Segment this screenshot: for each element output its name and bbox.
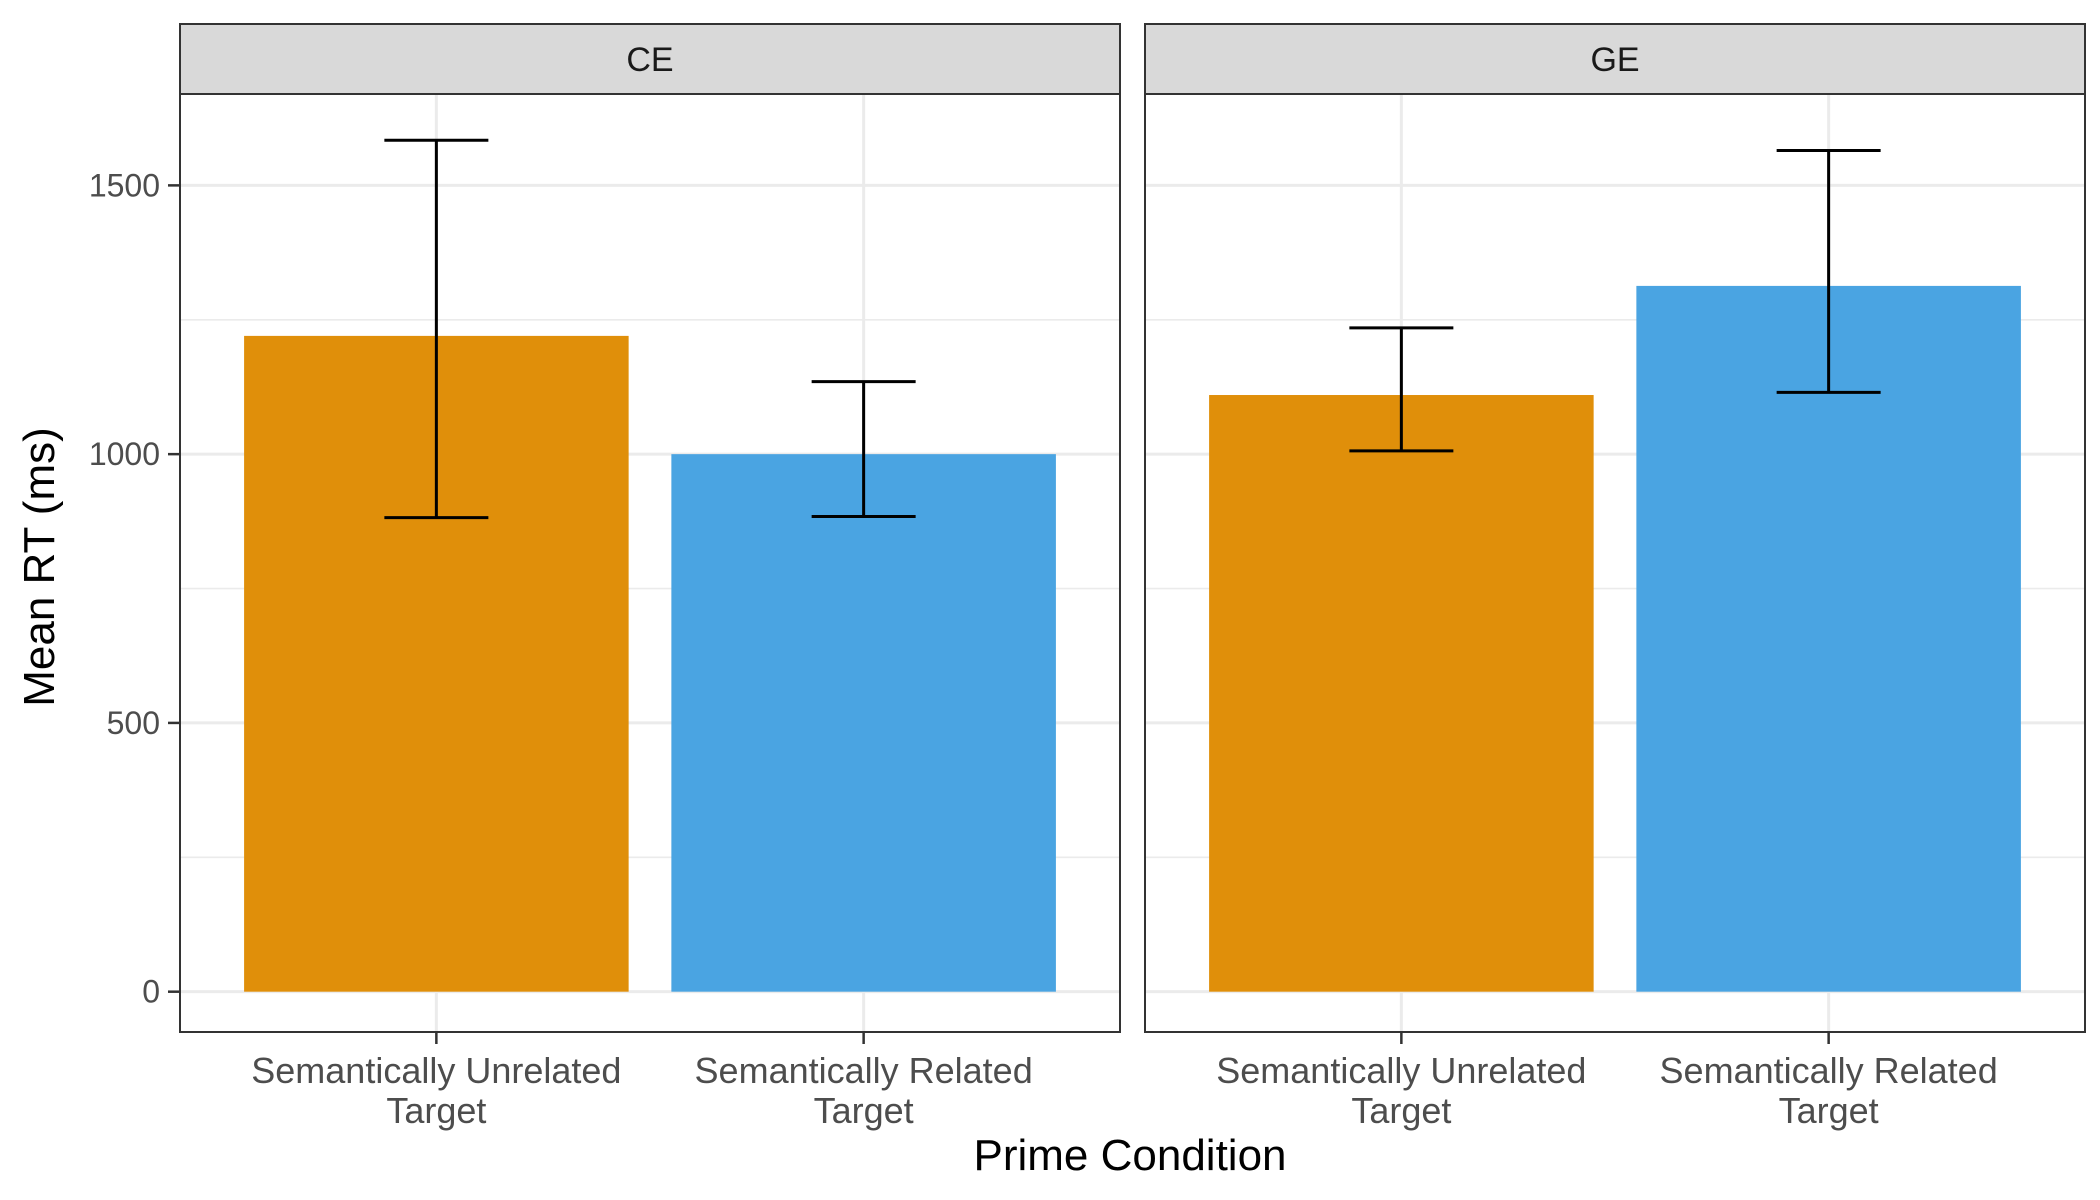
x-tick-label-line: Target: [1779, 1090, 1879, 1131]
x-tick-label: Semantically Unrelated Target: [251, 1050, 621, 1131]
bar: [671, 454, 1056, 992]
bar: [1636, 285, 2021, 992]
x-tick-label-line: Target: [386, 1090, 486, 1131]
x-axis-title: Prime Condition: [973, 1131, 1286, 1180]
x-tick-label-line: Semantically Unrelated: [1216, 1050, 1586, 1091]
x-tick-label-line: Target: [814, 1090, 914, 1131]
x-tick-label-line: Semantically Related: [695, 1050, 1033, 1091]
x-tick-label-line: Semantically Related: [1660, 1050, 1998, 1091]
y-axis-title: Mean RT (ms): [15, 427, 64, 707]
x-tick-label: Semantically Related Target: [1660, 1050, 1998, 1131]
y-tick-label: 1500: [89, 167, 160, 203]
y-tick-label: 0: [142, 974, 160, 1010]
bar: [1209, 395, 1594, 992]
facet-strip-label: GE: [1590, 41, 1639, 79]
facet-strip: [179, 23, 1121, 95]
x-tick-label-line: Target: [1351, 1090, 1451, 1131]
facet-strip-label: CE: [626, 41, 673, 79]
x-tick-label-line: Semantically Unrelated: [251, 1050, 621, 1091]
facet-strip: [1144, 23, 2086, 95]
x-tick-label: Semantically Unrelated Target: [1216, 1050, 1586, 1131]
y-tick-label: 1000: [89, 436, 160, 472]
y-tick-label: 500: [107, 705, 160, 741]
x-tick-label: Semantically Related Target: [695, 1050, 1033, 1131]
